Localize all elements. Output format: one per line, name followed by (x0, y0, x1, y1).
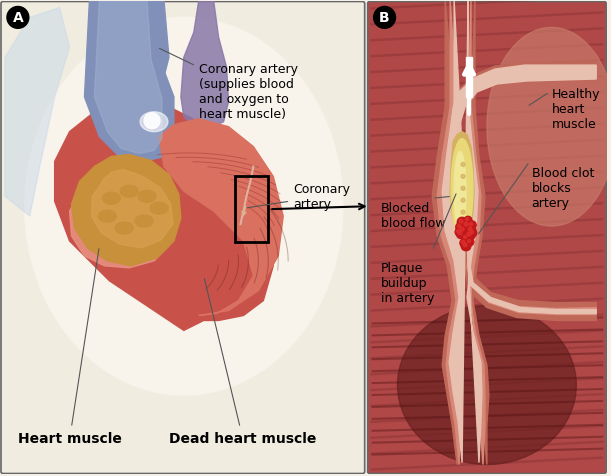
Polygon shape (84, 1, 174, 162)
Circle shape (460, 228, 464, 231)
Circle shape (374, 8, 395, 29)
Ellipse shape (140, 112, 168, 132)
Text: Blocked
blood flow: Blocked blood flow (381, 202, 445, 230)
Polygon shape (465, 247, 596, 321)
Circle shape (459, 219, 463, 224)
Ellipse shape (138, 191, 156, 203)
Circle shape (144, 114, 160, 129)
Circle shape (462, 234, 470, 243)
Text: Blood clot
blocks
artery: Blood clot blocks artery (532, 167, 594, 210)
Text: Coronary artery
(supplies blood
and oxygen to
heart muscle): Coronary artery (supplies blood and oxyg… (159, 50, 298, 121)
Polygon shape (450, 132, 474, 238)
Text: B: B (379, 11, 390, 25)
Circle shape (461, 163, 465, 167)
Polygon shape (466, 58, 472, 98)
Ellipse shape (135, 216, 153, 228)
Polygon shape (54, 103, 273, 331)
Text: Heart muscle: Heart muscle (18, 249, 122, 445)
Circle shape (461, 223, 465, 227)
Circle shape (457, 225, 461, 228)
Circle shape (470, 230, 474, 235)
Polygon shape (70, 172, 174, 268)
Circle shape (457, 230, 465, 238)
Polygon shape (114, 1, 169, 83)
Ellipse shape (25, 19, 343, 395)
FancyBboxPatch shape (1, 2, 365, 474)
Circle shape (461, 199, 465, 203)
Circle shape (465, 218, 469, 222)
Circle shape (461, 187, 465, 191)
Circle shape (456, 223, 464, 232)
Circle shape (467, 221, 477, 230)
Polygon shape (5, 9, 70, 217)
Text: Plaque
buildup
in artery: Plaque buildup in artery (381, 261, 434, 304)
Circle shape (461, 175, 465, 179)
Ellipse shape (103, 193, 120, 205)
Circle shape (458, 226, 467, 235)
Polygon shape (92, 170, 173, 248)
Polygon shape (159, 119, 284, 316)
Circle shape (460, 239, 468, 248)
Polygon shape (468, 250, 596, 314)
Ellipse shape (398, 306, 576, 465)
FancyBboxPatch shape (368, 2, 606, 474)
Circle shape (469, 228, 472, 231)
Polygon shape (181, 1, 229, 129)
Circle shape (462, 221, 472, 230)
Circle shape (461, 211, 465, 215)
Circle shape (463, 216, 473, 226)
Circle shape (457, 218, 467, 228)
Ellipse shape (451, 139, 473, 238)
Circle shape (467, 240, 470, 243)
Circle shape (463, 236, 467, 239)
Polygon shape (71, 155, 181, 266)
Polygon shape (451, 66, 596, 147)
Circle shape (467, 227, 475, 234)
Text: Dead heart muscle: Dead heart muscle (169, 279, 316, 445)
Text: Healthy
heart
muscle: Healthy heart muscle (552, 88, 600, 131)
Circle shape (466, 239, 474, 246)
Circle shape (468, 228, 478, 238)
Text: Coronary
artery: Coronary artery (247, 183, 350, 211)
Ellipse shape (487, 28, 611, 227)
Polygon shape (467, 248, 596, 315)
Circle shape (463, 243, 467, 248)
Circle shape (464, 223, 468, 227)
Ellipse shape (115, 223, 133, 235)
Ellipse shape (454, 152, 466, 231)
Ellipse shape (98, 211, 116, 223)
Circle shape (456, 230, 460, 233)
Polygon shape (442, 1, 482, 463)
Ellipse shape (150, 203, 168, 215)
Ellipse shape (120, 186, 138, 198)
Circle shape (458, 232, 462, 235)
Circle shape (7, 8, 29, 29)
Text: A: A (12, 11, 23, 25)
Circle shape (461, 241, 471, 251)
Circle shape (466, 232, 474, 239)
Circle shape (461, 241, 464, 244)
Circle shape (469, 223, 473, 227)
Circle shape (455, 228, 464, 237)
Bar (235, 177, 268, 242)
Polygon shape (95, 1, 162, 154)
Polygon shape (437, 1, 485, 465)
Polygon shape (432, 1, 489, 465)
Polygon shape (451, 64, 596, 147)
Circle shape (467, 233, 470, 236)
